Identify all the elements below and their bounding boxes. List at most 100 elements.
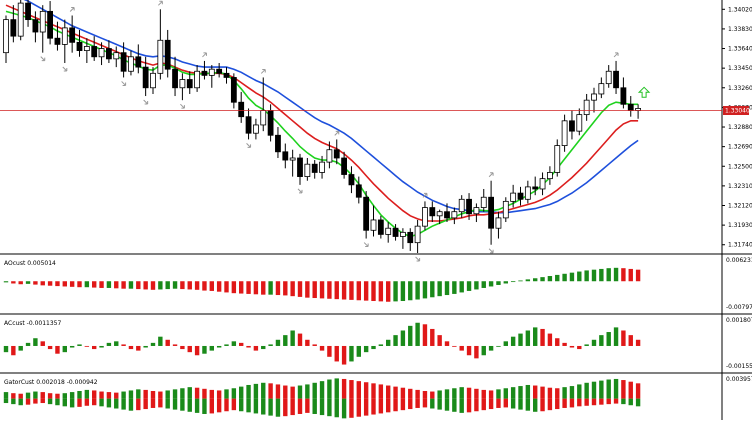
histogram-bar bbox=[613, 327, 619, 346]
candle[interactable] bbox=[91, 36, 98, 61]
candle[interactable] bbox=[583, 93, 590, 121]
candle[interactable] bbox=[208, 65, 215, 88]
candle[interactable] bbox=[39, 5, 46, 53]
candle[interactable] bbox=[54, 21, 61, 51]
candle[interactable] bbox=[98, 42, 105, 66]
candle[interactable] bbox=[47, 1, 53, 45]
histogram-bar bbox=[437, 335, 442, 346]
candle[interactable] bbox=[142, 56, 149, 97]
candle[interactable] bbox=[355, 176, 362, 204]
candle[interactable] bbox=[414, 219, 421, 253]
candle[interactable] bbox=[194, 65, 201, 92]
candle[interactable] bbox=[61, 19, 68, 63]
gator-lower-bar bbox=[459, 398, 464, 413]
candle[interactable] bbox=[69, 15, 76, 53]
candle[interactable] bbox=[517, 186, 524, 206]
gator-upper-bar bbox=[202, 388, 207, 399]
candle[interactable] bbox=[311, 160, 318, 179]
candle[interactable] bbox=[106, 40, 112, 63]
candle[interactable] bbox=[128, 50, 134, 76]
candle[interactable] bbox=[260, 77, 267, 132]
histogram-bar bbox=[25, 281, 31, 284]
candle-body bbox=[157, 39, 164, 74]
candle[interactable] bbox=[539, 172, 546, 196]
histogram-bar bbox=[540, 328, 545, 346]
candle[interactable] bbox=[554, 139, 561, 177]
candle[interactable] bbox=[120, 42, 127, 78]
candle[interactable] bbox=[10, 5, 17, 43]
candle[interactable] bbox=[179, 73, 186, 101]
candle[interactable] bbox=[238, 91, 245, 123]
candle[interactable] bbox=[510, 184, 517, 208]
candle[interactable] bbox=[341, 151, 348, 179]
candle[interactable] bbox=[488, 180, 495, 245]
candle[interactable] bbox=[135, 44, 142, 74]
candle[interactable] bbox=[627, 96, 634, 117]
candle[interactable] bbox=[363, 191, 370, 239]
candle[interactable] bbox=[399, 228, 406, 249]
candle[interactable] bbox=[113, 46, 120, 68]
candle[interactable] bbox=[275, 127, 281, 158]
candle[interactable] bbox=[319, 155, 325, 179]
candle[interactable] bbox=[524, 180, 531, 204]
candle[interactable] bbox=[267, 104, 274, 142]
candle[interactable] bbox=[230, 73, 237, 109]
candle[interactable] bbox=[25, 0, 31, 27]
candle[interactable] bbox=[436, 209, 443, 225]
candle[interactable] bbox=[561, 114, 568, 152]
candle[interactable] bbox=[17, 0, 24, 41]
candle[interactable] bbox=[473, 203, 480, 223]
candle[interactable] bbox=[547, 166, 553, 185]
candle[interactable] bbox=[407, 228, 414, 251]
histogram-bar bbox=[422, 281, 428, 299]
candle[interactable] bbox=[480, 188, 487, 212]
candle[interactable] bbox=[605, 65, 612, 88]
candle[interactable] bbox=[392, 224, 399, 241]
candle[interactable] bbox=[451, 207, 458, 225]
candle[interactable] bbox=[76, 29, 83, 57]
candle[interactable] bbox=[186, 71, 193, 94]
candle[interactable] bbox=[466, 193, 472, 220]
candle[interactable] bbox=[576, 108, 583, 136]
candle[interactable] bbox=[532, 176, 539, 196]
candle[interactable] bbox=[333, 139, 340, 165]
candle[interactable] bbox=[444, 203, 450, 223]
candle[interactable] bbox=[429, 201, 436, 223]
candle[interactable] bbox=[348, 166, 355, 194]
candle[interactable] bbox=[3, 15, 9, 63]
candle[interactable] bbox=[591, 87, 597, 113]
candle[interactable] bbox=[502, 197, 509, 223]
candle[interactable] bbox=[289, 149, 296, 177]
candle[interactable] bbox=[252, 118, 259, 140]
candle[interactable] bbox=[613, 60, 619, 94]
candle[interactable] bbox=[164, 29, 171, 78]
histogram-bar bbox=[3, 345, 9, 353]
candle[interactable] bbox=[297, 153, 303, 185]
candle[interactable] bbox=[282, 143, 289, 169]
candle[interactable] bbox=[83, 38, 90, 63]
candle[interactable] bbox=[304, 157, 311, 181]
candle[interactable] bbox=[377, 215, 384, 239]
candle[interactable] bbox=[223, 67, 230, 84]
candle-body bbox=[502, 200, 509, 219]
candle[interactable] bbox=[385, 222, 392, 243]
candle[interactable] bbox=[635, 104, 641, 119]
candle[interactable] bbox=[150, 67, 156, 94]
candle[interactable] bbox=[569, 110, 575, 140]
candle[interactable] bbox=[245, 108, 252, 140]
candle[interactable] bbox=[598, 77, 605, 99]
candle[interactable] bbox=[370, 205, 377, 237]
candle[interactable] bbox=[422, 201, 428, 231]
candle[interactable] bbox=[495, 211, 502, 239]
candle[interactable] bbox=[32, 11, 39, 43]
candle-body bbox=[91, 46, 98, 58]
candle[interactable] bbox=[620, 77, 627, 109]
candle[interactable] bbox=[458, 195, 465, 218]
candle[interactable] bbox=[201, 60, 208, 80]
candle[interactable] bbox=[216, 62, 223, 78]
candle[interactable] bbox=[326, 141, 333, 169]
candle[interactable] bbox=[157, 9, 164, 80]
candle[interactable] bbox=[172, 56, 178, 97]
gator-lower-bar bbox=[128, 398, 134, 411]
